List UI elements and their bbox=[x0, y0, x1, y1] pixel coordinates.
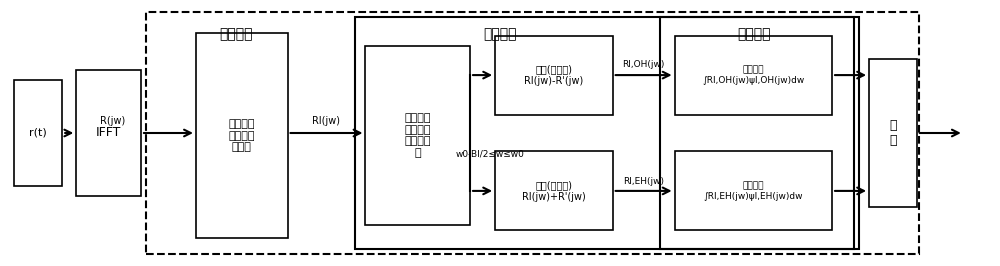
Bar bbox=[365, 46, 470, 225]
Text: 信号分离: 信号分离 bbox=[483, 27, 517, 41]
Text: 不同子波
带调制信
号分离: 不同子波 带调制信 号分离 bbox=[228, 119, 255, 152]
Text: Rl,EH(jw): Rl,EH(jw) bbox=[623, 177, 664, 186]
Text: 判
决: 判 决 bbox=[889, 119, 897, 147]
Text: 频域检测: 频域检测 bbox=[219, 27, 252, 41]
Text: w0-Bl/2≤w≤w0: w0-Bl/2≤w≤w0 bbox=[456, 149, 524, 159]
Text: Rl,OH(jw): Rl,OH(jw) bbox=[622, 60, 665, 69]
Bar bbox=[14, 80, 62, 186]
Text: 关于子波
带频率中
心位置对
折: 关于子波 带频率中 心位置对 折 bbox=[404, 113, 431, 158]
Bar bbox=[495, 151, 613, 230]
Bar bbox=[495, 36, 613, 115]
Bar bbox=[196, 33, 288, 238]
Text: Rl(jw): Rl(jw) bbox=[312, 116, 340, 126]
Bar bbox=[355, 17, 859, 249]
Text: R(jw): R(jw) bbox=[100, 116, 126, 126]
Text: 相干检测
∫Rl,OH(jw)ψl,OH(jw)dw: 相干检测 ∫Rl,OH(jw)ψl,OH(jw)dw bbox=[702, 65, 804, 85]
Bar bbox=[660, 17, 854, 249]
Bar bbox=[76, 70, 141, 196]
Text: 相干检测
∫Rl,EH(jw)ψl,EH(jw)dw: 相干检测 ∫Rl,EH(jw)ψl,EH(jw)dw bbox=[704, 181, 803, 201]
Text: 信号检测: 信号检测 bbox=[738, 27, 771, 41]
Text: IFFT: IFFT bbox=[96, 127, 121, 139]
Bar bbox=[146, 12, 919, 254]
Bar bbox=[869, 59, 917, 207]
Text: 相加(偶对称)
Rl(jw)+R'(jw): 相加(偶对称) Rl(jw)+R'(jw) bbox=[522, 180, 586, 202]
Text: r(t): r(t) bbox=[29, 128, 47, 138]
Text: 相减(奇对称)
Rl(jw)-R'(jw): 相减(奇对称) Rl(jw)-R'(jw) bbox=[524, 64, 583, 86]
Bar bbox=[675, 36, 832, 115]
Bar bbox=[675, 151, 832, 230]
